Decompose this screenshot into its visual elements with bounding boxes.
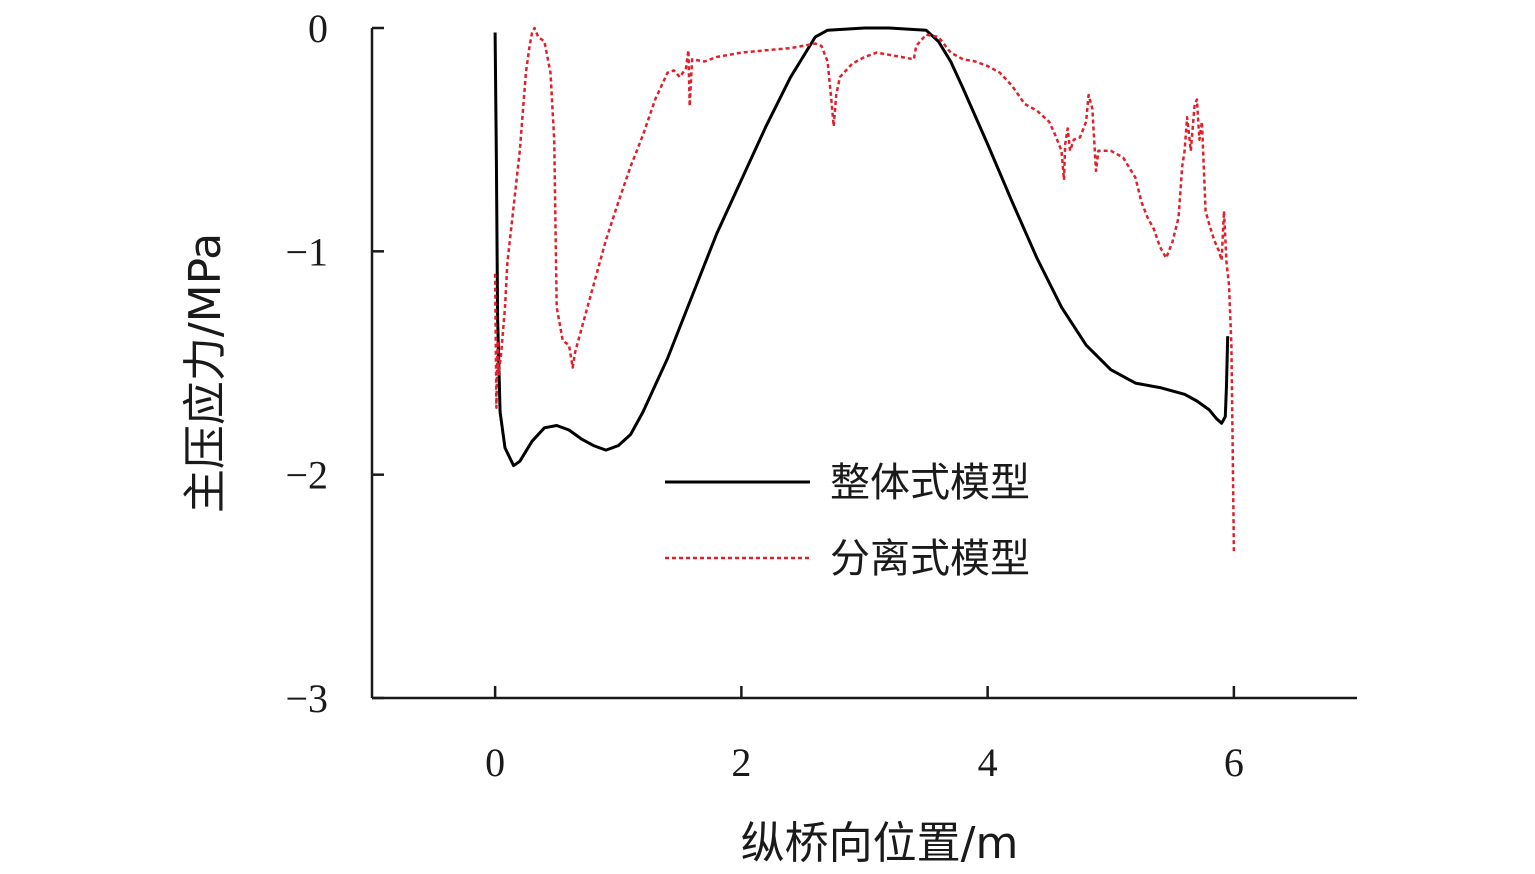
y-tick-label: −1	[285, 229, 328, 274]
legend-label-solid: 整体式模型	[830, 460, 1030, 506]
series-layer	[493, 26, 1236, 553]
x-tick-label: 4	[978, 740, 998, 785]
y-tick-label: −3	[285, 676, 328, 721]
y-tick-label: 0	[308, 6, 328, 51]
legend: 整体式模型 分离式模型	[665, 460, 1030, 582]
x-tick-label: 0	[485, 740, 505, 785]
y-tick-label: −2	[285, 453, 328, 498]
x-tick-label: 2	[731, 740, 751, 785]
legend-label-dotted: 分离式模型	[830, 536, 1030, 582]
y-axis-title: 主压应力/MPa	[180, 233, 231, 513]
y-ticks: 0 −1 −2 −3	[285, 6, 384, 721]
axes	[370, 28, 1357, 700]
x-axis-title: 纵桥向位置/m	[741, 818, 1019, 869]
x-ticks: 0 2 4 6	[485, 686, 1244, 785]
x-tick-label: 6	[1224, 740, 1244, 785]
series-line-solid	[493, 26, 1230, 468]
